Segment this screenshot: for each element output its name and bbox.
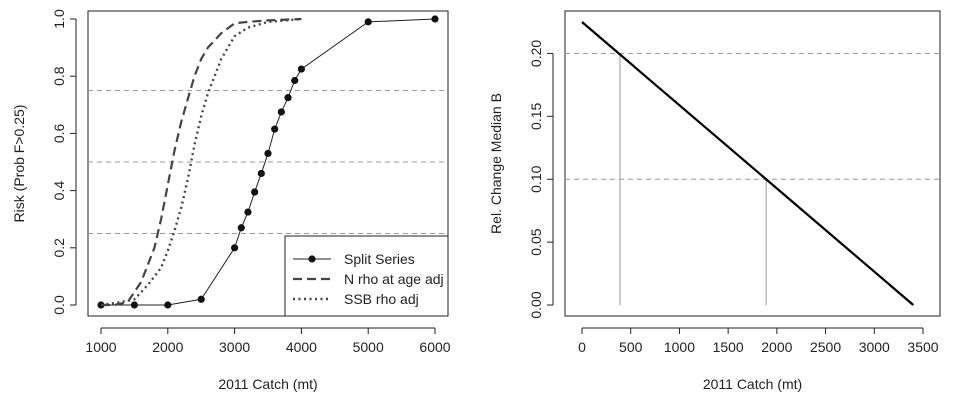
y-tick-label: 0.05: [528, 228, 544, 255]
y-tick-label: 0.8: [51, 66, 67, 86]
data-point: [251, 188, 259, 196]
data-point: [244, 208, 252, 216]
plot-frame: [87, 10, 449, 317]
legend-marker: [308, 255, 316, 263]
y-axis-title: Risk (Prob F>0.25): [11, 105, 27, 223]
data-point: [231, 244, 239, 252]
x-tick-label: 3000: [859, 339, 890, 355]
biomass-change-chart-panel: 0 500 1000 1500 2000 2500 3000 3500 0.00 0.05 0.10…: [488, 10, 941, 392]
data-point: [264, 149, 272, 158]
data-point: [364, 18, 372, 26]
data-point: [130, 301, 138, 309]
series-ssb-rho-adj: [100, 17, 302, 307]
x-tick-label: 1000: [664, 339, 695, 355]
legend-box: [284, 235, 449, 317]
y-tick-label: 0.4: [51, 181, 67, 201]
x-tick-label: 3500: [907, 339, 938, 355]
data-point: [271, 125, 279, 133]
x-tick-label: 500: [619, 339, 643, 355]
y-tick-label: 0.2: [51, 238, 67, 258]
x-axis-title: 2011 Catch (mt): [218, 376, 317, 392]
legend: Split Series N rho at age adj SSB rho adj: [284, 235, 449, 317]
y-tick-label: 0.00: [528, 291, 544, 318]
y-tick-label: 0.10: [528, 165, 544, 192]
legend-label: N rho at age adj: [344, 271, 444, 287]
series-line: [581, 21, 915, 306]
x-tick-label: 1000: [85, 339, 116, 355]
data-point: [257, 169, 265, 178]
series-n-rho-at-age-adj: [101, 17, 302, 307]
x-tick-label: 2000: [761, 339, 792, 355]
legend-label: SSB rho adj: [344, 291, 419, 307]
data-point: [237, 224, 245, 232]
x-tick-label: 5000: [353, 339, 384, 355]
y-tick-label: 0.0: [51, 295, 67, 315]
x-tick-label: 4000: [286, 339, 317, 355]
legend-label: Split Series: [344, 251, 415, 267]
x-tick-label: 1500: [713, 339, 744, 355]
plot-frame: [564, 10, 941, 317]
x-axis-title: 2011 Catch (mt): [703, 376, 802, 392]
x-tick-label: 2000: [152, 339, 183, 355]
x-tick-label: 3000: [219, 339, 250, 355]
data-point: [197, 295, 205, 303]
y-tick-label: 0.6: [51, 123, 67, 143]
y-tick-label: 0.15: [528, 102, 544, 129]
x-tick-label: 6000: [419, 339, 450, 355]
x-tick-label: 2500: [810, 339, 841, 355]
data-point: [297, 65, 305, 73]
risk-chart-panel: 1000 2000 3000 4000 5000 6000 0.0 0.2 0.4 0.6 0.8 1…: [11, 9, 451, 392]
x-tick-label: 0: [578, 339, 586, 355]
y-tick-label: 1.0: [51, 9, 67, 29]
y-axis-title: Rel. Change Median B: [488, 93, 504, 234]
data-point: [164, 301, 172, 309]
data-point: [277, 108, 285, 116]
data-point: [431, 15, 439, 23]
y-tick-label: 0.20: [528, 40, 544, 67]
data-point: [284, 94, 292, 102]
data-point: [291, 76, 299, 85]
